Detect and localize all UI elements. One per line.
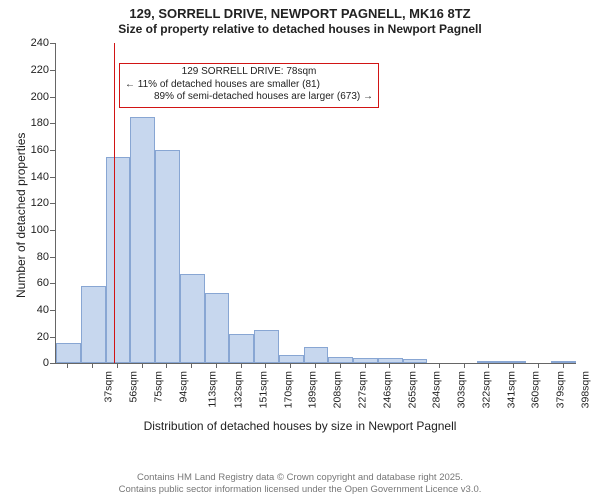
x-tick-mark	[241, 363, 242, 368]
x-tick-mark	[142, 363, 143, 368]
histogram-bar	[180, 274, 205, 363]
y-tick-label: 160	[15, 144, 49, 156]
y-tick-mark	[50, 310, 55, 311]
x-tick-mark	[464, 363, 465, 368]
histogram-bar	[155, 150, 180, 363]
chart-area: Number of detached properties 129 SORREL…	[0, 37, 600, 457]
x-tick-label: 227sqm	[356, 371, 368, 408]
x-tick-mark	[538, 363, 539, 368]
footer-line-1: Contains HM Land Registry data © Crown c…	[0, 472, 600, 484]
y-tick-label: 120	[15, 197, 49, 209]
y-tick-label: 60	[15, 277, 49, 289]
annotation-line-1: 129 SORRELL DRIVE: 78sqm	[125, 66, 373, 79]
histogram-bar	[56, 343, 81, 363]
y-tick-label: 0	[15, 357, 49, 369]
y-tick-mark	[50, 123, 55, 124]
x-tick-label: 246sqm	[381, 371, 393, 408]
histogram-bar	[279, 355, 304, 363]
y-tick-label: 80	[15, 251, 49, 263]
x-tick-mark	[513, 363, 514, 368]
y-tick-mark	[50, 43, 55, 44]
annotation-line-3: 89% of semi-detached houses are larger (…	[125, 91, 373, 104]
y-tick-label: 100	[15, 224, 49, 236]
y-tick-mark	[50, 257, 55, 258]
histogram-bar	[205, 293, 230, 364]
y-tick-label: 40	[15, 304, 49, 316]
y-tick-mark	[50, 230, 55, 231]
x-tick-label: 284sqm	[431, 371, 443, 408]
x-tick-label: 398sqm	[579, 371, 591, 408]
chart-title-sub: Size of property relative to detached ho…	[0, 22, 600, 37]
footer-line-2: Contains public sector information licen…	[0, 484, 600, 496]
histogram-bar	[551, 361, 576, 363]
x-tick-mark	[439, 363, 440, 368]
x-tick-label: 322sqm	[480, 371, 492, 408]
x-tick-mark	[389, 363, 390, 368]
x-tick-mark	[67, 363, 68, 368]
x-tick-label: 341sqm	[505, 371, 517, 408]
x-tick-label: 208sqm	[332, 371, 344, 408]
x-tick-label: 132sqm	[233, 371, 245, 408]
x-tick-mark	[414, 363, 415, 368]
x-tick-label: 151sqm	[257, 371, 269, 408]
y-tick-label: 180	[15, 117, 49, 129]
x-tick-label: 360sqm	[530, 371, 542, 408]
y-tick-label: 220	[15, 64, 49, 76]
y-tick-mark	[50, 203, 55, 204]
x-tick-mark	[563, 363, 564, 368]
histogram-bar	[81, 286, 106, 363]
x-tick-label: 170sqm	[282, 371, 294, 408]
annotation-line-2: ← 11% of detached houses are smaller (81…	[125, 79, 373, 92]
x-tick-label: 303sqm	[455, 371, 467, 408]
x-tick-mark	[315, 363, 316, 368]
x-tick-mark	[488, 363, 489, 368]
plot-area: 129 SORRELL DRIVE: 78sqm← 11% of detache…	[55, 43, 576, 364]
y-tick-mark	[50, 97, 55, 98]
x-tick-label: 379sqm	[554, 371, 566, 408]
x-tick-label: 37sqm	[103, 371, 115, 403]
histogram-bar	[304, 347, 329, 363]
x-tick-label: 265sqm	[406, 371, 418, 408]
x-tick-label: 56sqm	[128, 371, 140, 403]
y-tick-label: 240	[15, 37, 49, 49]
x-tick-label: 113sqm	[207, 371, 219, 408]
y-tick-mark	[50, 177, 55, 178]
y-tick-mark	[50, 337, 55, 338]
y-tick-label: 140	[15, 171, 49, 183]
y-tick-label: 200	[15, 91, 49, 103]
x-axis-label: Distribution of detached houses by size …	[0, 419, 600, 433]
y-tick-mark	[50, 283, 55, 284]
histogram-bar	[353, 358, 378, 363]
chart-title-block: 129, SORRELL DRIVE, NEWPORT PAGNELL, MK1…	[0, 0, 600, 37]
y-tick-mark	[50, 70, 55, 71]
x-tick-label: 75sqm	[152, 371, 164, 403]
y-tick-mark	[50, 150, 55, 151]
y-axis-label: Number of detached properties	[14, 133, 28, 298]
y-tick-mark	[50, 363, 55, 364]
histogram-bar	[254, 330, 279, 363]
x-tick-label: 94sqm	[177, 371, 189, 403]
histogram-bar	[106, 157, 131, 364]
chart-title-main: 129, SORRELL DRIVE, NEWPORT PAGNELL, MK1…	[0, 6, 600, 22]
x-tick-mark	[191, 363, 192, 368]
annotation-box: 129 SORRELL DRIVE: 78sqm← 11% of detache…	[119, 63, 379, 108]
x-tick-mark	[340, 363, 341, 368]
histogram-bar	[130, 117, 155, 364]
histogram-bar	[328, 357, 353, 364]
x-tick-mark	[216, 363, 217, 368]
x-tick-label: 189sqm	[307, 371, 319, 408]
histogram-bar	[229, 334, 254, 363]
x-tick-mark	[166, 363, 167, 368]
reference-line	[114, 43, 115, 363]
x-tick-mark	[117, 363, 118, 368]
footer-attribution: Contains HM Land Registry data © Crown c…	[0, 472, 600, 496]
x-tick-mark	[92, 363, 93, 368]
x-tick-mark	[365, 363, 366, 368]
y-tick-label: 20	[15, 331, 49, 343]
x-tick-mark	[265, 363, 266, 368]
x-tick-mark	[290, 363, 291, 368]
